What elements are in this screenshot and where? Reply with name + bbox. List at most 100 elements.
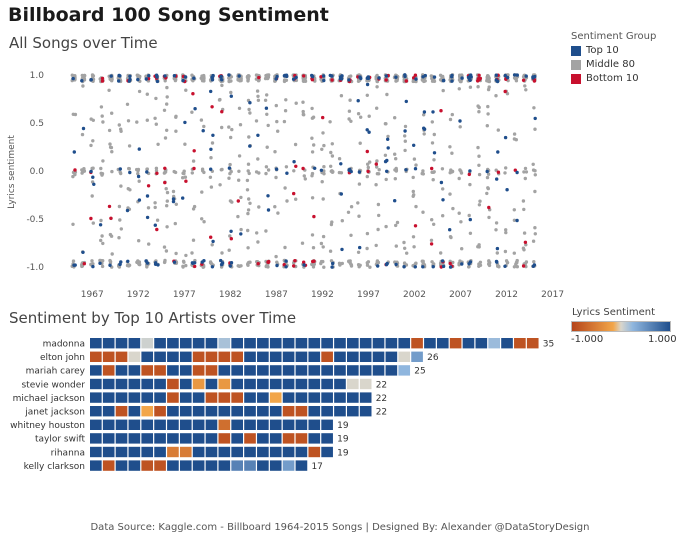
scatter-point (478, 199, 482, 203)
scatter-point (89, 78, 93, 82)
heatmap-cell (269, 406, 282, 417)
scatter-point (330, 154, 335, 158)
scatter-point (245, 75, 250, 80)
scatter-point (184, 88, 188, 92)
scatter-point (349, 119, 353, 123)
scatter-point (246, 211, 250, 216)
x-tick-label: 1972 (127, 290, 150, 300)
heatmap-cell (334, 406, 346, 417)
scatter-point (127, 264, 131, 268)
scatter-point (384, 224, 388, 229)
scatter-point (228, 162, 232, 167)
scatter-point (274, 77, 278, 81)
scatter-point (292, 160, 296, 164)
heatmap-cell (321, 338, 333, 349)
scatter-point (367, 114, 371, 118)
scatter-point (191, 159, 196, 163)
scatter-point (322, 172, 326, 176)
scatter-point (246, 246, 250, 250)
scatter-point (329, 222, 334, 227)
heatmap-cell (154, 378, 166, 390)
scatter-point (476, 85, 480, 89)
scatter-point (374, 162, 378, 166)
scatter-point (101, 159, 105, 163)
heatmap-cell (218, 419, 231, 430)
scatter-point (469, 73, 473, 77)
heatmap-cell (205, 365, 218, 376)
heatmap-cell (295, 433, 308, 444)
artist-song-count: 19 (337, 421, 349, 431)
gradient-max-label: 1.000 (648, 334, 677, 345)
legend-item-bottom10[interactable]: Bottom 10 (571, 72, 639, 85)
scatter-point (228, 264, 232, 268)
heatmap-cell (257, 446, 269, 458)
scatter-point (126, 119, 131, 123)
scatter-point (504, 166, 508, 170)
scatter-point (533, 169, 537, 173)
y-tick-label: -0.5 (26, 215, 44, 225)
scatter-point (468, 169, 472, 173)
scatter-point (310, 196, 315, 200)
scatter-point (439, 109, 443, 113)
heatmap-cell (218, 365, 231, 376)
scatter-point (328, 249, 333, 253)
heatmap-cell (218, 460, 231, 471)
scatter-point (523, 166, 528, 171)
artist-song-count: 22 (376, 408, 387, 418)
scatter-point (301, 79, 306, 83)
heatmap-cell (128, 460, 141, 471)
scatter-point (375, 172, 380, 176)
scatter-point (329, 169, 333, 173)
scatter-point (174, 129, 178, 133)
heatmap-cell (90, 338, 102, 349)
heatmap-cell (179, 351, 192, 362)
scatter-point (162, 245, 167, 249)
scatter-point (153, 201, 157, 205)
heatmap-cell (295, 446, 308, 458)
heatmap-cell (90, 365, 102, 376)
scatter-point (246, 162, 251, 166)
heatmap-cell (347, 378, 359, 390)
scatter-point (239, 264, 243, 268)
scatter-point (524, 170, 529, 174)
heatmap-cell (90, 419, 102, 430)
scatter-point (257, 171, 261, 175)
legend-item-top10[interactable]: Top 10 (571, 44, 619, 57)
scatter-point (402, 265, 406, 269)
scatter-point (359, 115, 363, 119)
scatter-point (294, 101, 298, 105)
heatmap-cell (372, 351, 385, 362)
scatter-point (367, 130, 371, 134)
scatter-point (284, 98, 288, 102)
scatter-point (184, 263, 188, 268)
scatter-point (91, 118, 96, 122)
scatter-point (430, 166, 434, 171)
scatter-point (100, 114, 104, 118)
scatter-point (190, 251, 194, 255)
scatter-point (91, 221, 96, 225)
scatter-point (107, 204, 112, 209)
heatmap-cell (244, 419, 256, 430)
scatter-point (227, 76, 231, 80)
scatter-point (441, 264, 446, 269)
scatter-point (90, 194, 94, 198)
scatter-point (404, 168, 408, 172)
scatter-point (91, 175, 95, 179)
scatter-point (532, 106, 536, 110)
scatter-point (384, 177, 388, 182)
heatmap-cell (167, 406, 179, 417)
scatter-point (118, 262, 122, 267)
scatter-point (477, 105, 481, 110)
legend-item-middle80[interactable]: Middle 80 (571, 58, 635, 71)
scatter-point (486, 172, 491, 176)
scatter-point (99, 238, 103, 243)
scatter-point (227, 248, 231, 252)
scatter-point (118, 167, 123, 171)
scatter-point (236, 214, 240, 219)
scatter-point (145, 167, 149, 171)
scatter-point (191, 92, 195, 96)
scatter-point (321, 197, 325, 201)
scatter-point (183, 120, 187, 125)
scatter-point (248, 201, 252, 205)
scatter-point (357, 265, 361, 269)
